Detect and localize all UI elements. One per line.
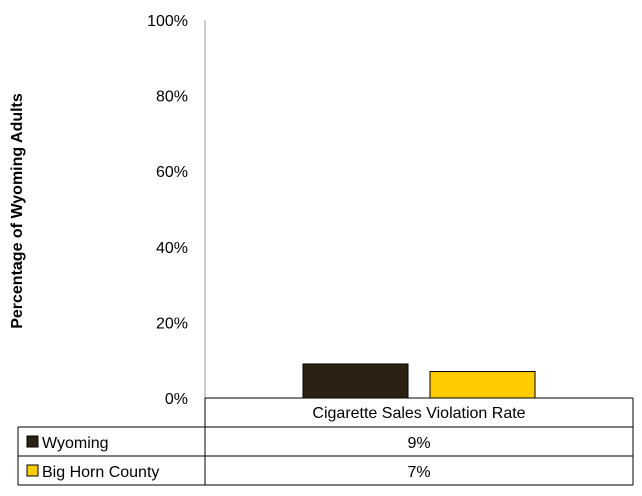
y-tick-label: 0% [165, 391, 188, 408]
data-table: Cigarette Sales Violation Rate Wyoming 9% B… [17, 397, 634, 486]
legend-swatch [26, 464, 39, 477]
y-tick-label: 20% [156, 315, 188, 332]
legend-label: Wyoming [42, 435, 109, 452]
y-axis-title: Percentage of Wyoming Adults [9, 93, 26, 329]
data-label: 9% [407, 435, 430, 452]
y-tick-label: 80% [156, 89, 188, 106]
bar-big-horn-county [429, 371, 536, 399]
data-label: 7% [407, 464, 430, 481]
x-category-label: Cigarette Sales Violation Rate [312, 405, 525, 422]
legend-swatch [26, 435, 39, 448]
bar-wyoming [302, 363, 409, 399]
y-tick-label: 100% [147, 13, 188, 30]
y-tick-label: 60% [156, 164, 188, 181]
bars [302, 363, 536, 399]
y-tick-label: 40% [156, 240, 188, 257]
y-axis-tick-labels: 0% 20% 40% 60% 80% 100% [147, 13, 188, 408]
legend-label: Big Horn County [42, 464, 159, 481]
